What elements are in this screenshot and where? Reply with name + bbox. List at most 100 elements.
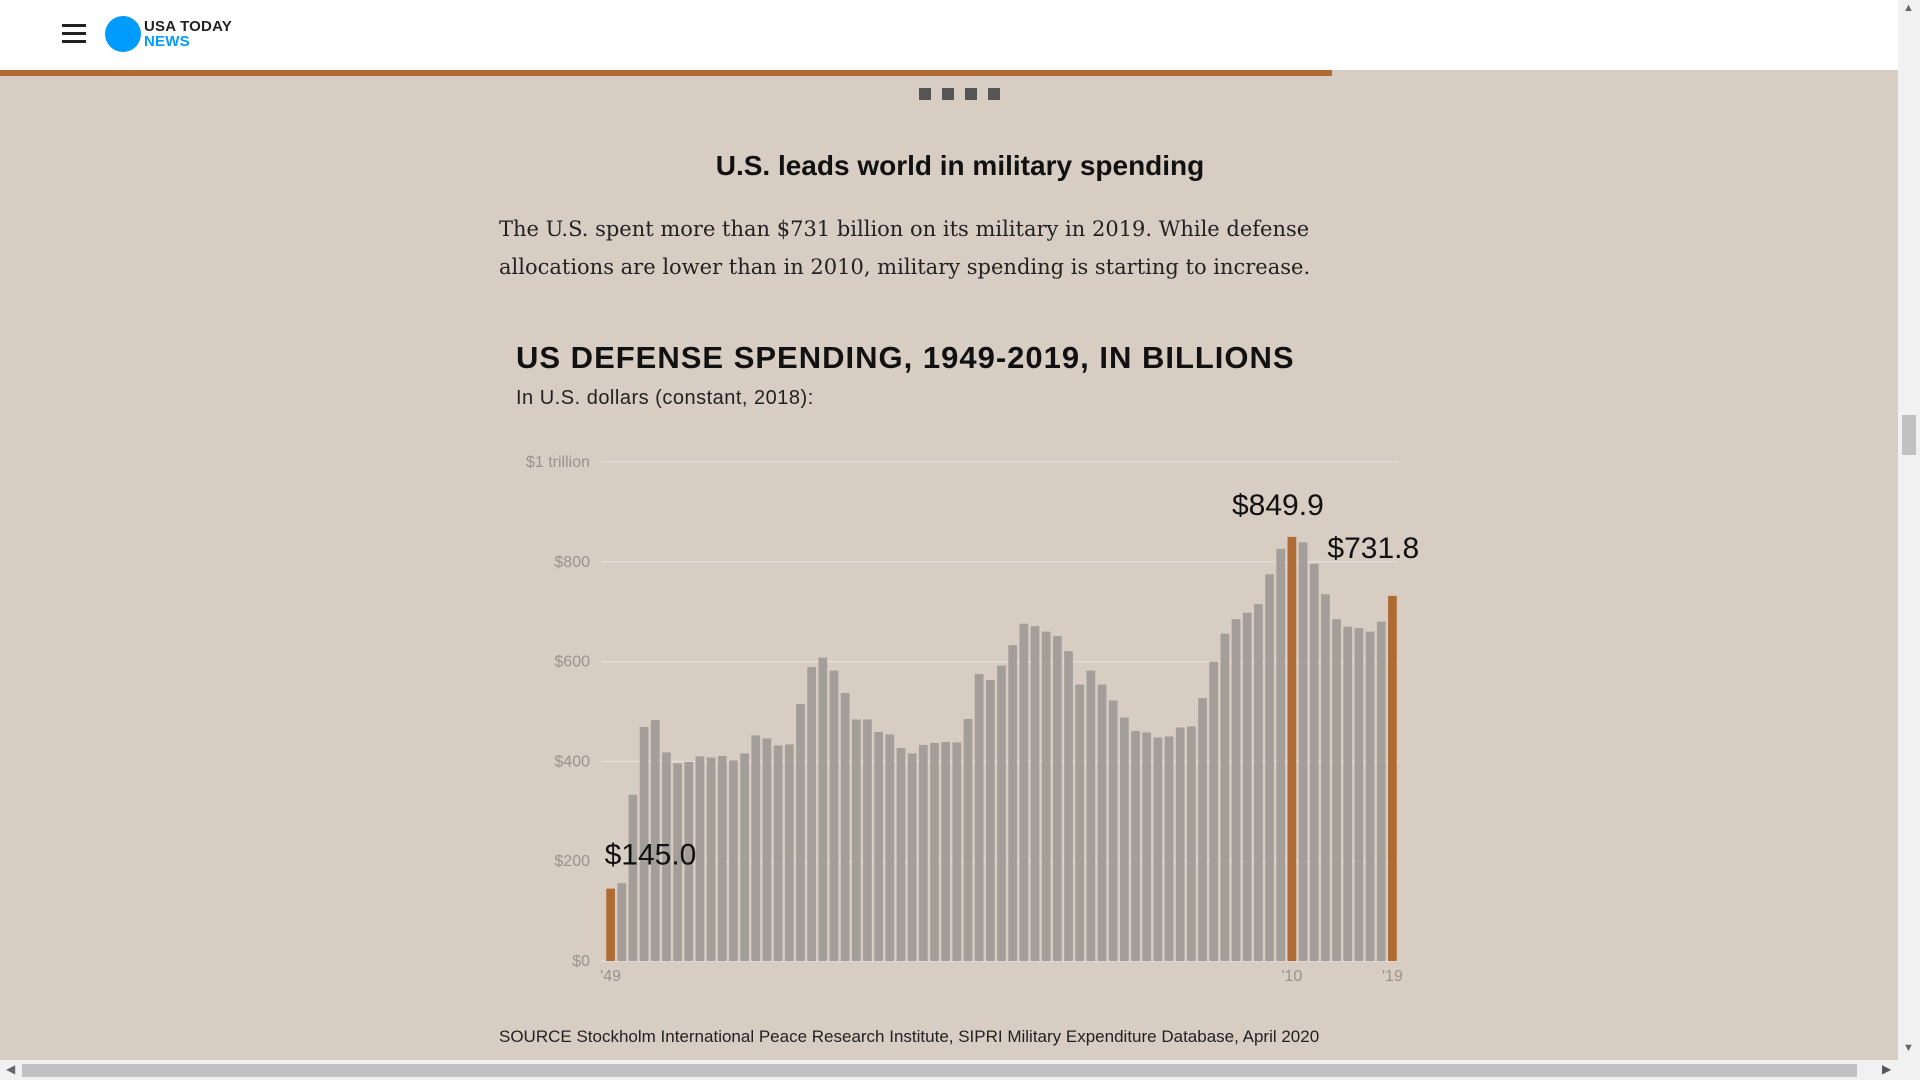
bar-1949 bbox=[606, 888, 615, 961]
section-title: U.S. leads world in military spending bbox=[715, 150, 1205, 181]
bar-1958 bbox=[706, 757, 716, 961]
scroll-left-icon[interactable]: ◀ bbox=[6, 1062, 16, 1076]
intro-paragraph: The U.S. spent more than $731 billion on… bbox=[499, 217, 1311, 279]
bar-2017 bbox=[1365, 631, 1375, 961]
chart-title: US DEFENSE SPENDING, 1949-2019, IN BILLI… bbox=[516, 340, 1295, 375]
bar-2006 bbox=[1242, 612, 1252, 961]
bar-1962 bbox=[751, 735, 761, 961]
bar-1956 bbox=[684, 761, 694, 961]
data-label: $731.8 bbox=[1327, 532, 1419, 565]
bar-1963 bbox=[762, 738, 772, 961]
bar-1964 bbox=[773, 745, 783, 961]
bar-1965 bbox=[784, 744, 794, 961]
bar-2000 bbox=[1175, 727, 1185, 961]
vertical-scroll-thumb[interactable] bbox=[1902, 415, 1916, 455]
bar-1967 bbox=[807, 667, 816, 961]
bar-1986 bbox=[1019, 623, 1029, 961]
bar-2008 bbox=[1265, 574, 1274, 961]
bar-2011 bbox=[1298, 542, 1308, 961]
x-tick-label: '19 bbox=[1382, 968, 1403, 985]
bar-1951 bbox=[628, 794, 638, 961]
bar-2014 bbox=[1332, 619, 1341, 961]
bar-1953 bbox=[650, 719, 660, 961]
bar-1955 bbox=[673, 763, 682, 961]
bar-1990 bbox=[1064, 651, 1073, 961]
hamburger-menu-icon[interactable] bbox=[62, 24, 86, 44]
slide-dot[interactable] bbox=[988, 88, 1000, 100]
scroll-down-icon[interactable]: ▼ bbox=[1903, 1042, 1914, 1054]
bar-1979 bbox=[941, 741, 951, 961]
y-tick-label: $800 bbox=[554, 554, 590, 571]
bar-2001 bbox=[1187, 726, 1196, 961]
bar-1977 bbox=[918, 744, 928, 961]
y-tick-label: $400 bbox=[554, 753, 590, 770]
slide-dot[interactable] bbox=[942, 88, 954, 100]
vertical-scrollbar[interactable]: ▲ ▼ bbox=[1898, 0, 1920, 1060]
bar-1993 bbox=[1097, 684, 1107, 961]
reading-progress-bar bbox=[0, 70, 1898, 76]
defense-spending-chart: $0 $200 $400 $600 $800 $1 trillion '49 '10 '19 $1… bbox=[526, 454, 1419, 985]
bar-1994 bbox=[1108, 700, 1118, 961]
slide-dot[interactable] bbox=[919, 88, 931, 100]
brand-name[interactable]: USA TODAY bbox=[144, 18, 232, 35]
y-tick-label: $1 trillion bbox=[526, 454, 590, 471]
bar-2013 bbox=[1321, 594, 1330, 961]
bar-1982 bbox=[974, 674, 984, 961]
horizontal-scrollbar[interactable]: ◀ ▶ bbox=[0, 1060, 1898, 1080]
bar-1980 bbox=[952, 742, 962, 961]
bar-1984 bbox=[997, 665, 1006, 961]
bar-1950 bbox=[617, 883, 627, 961]
bar-2004 bbox=[1220, 633, 1230, 961]
bar-1957 bbox=[695, 756, 705, 961]
bar-1952 bbox=[639, 726, 649, 961]
bar-2007 bbox=[1254, 604, 1263, 961]
bar-1966 bbox=[796, 704, 805, 961]
bar-1985 bbox=[1008, 645, 1018, 961]
bar-2018 bbox=[1376, 621, 1386, 961]
chart-source: SOURCE Stockholm International Peace Res… bbox=[499, 1027, 1320, 1046]
x-tick-label: '10 bbox=[1281, 968, 1302, 985]
bar-1973 bbox=[874, 731, 883, 961]
bar-2003 bbox=[1209, 661, 1219, 961]
x-tick-label: '49 bbox=[600, 968, 621, 985]
slide-dots bbox=[919, 87, 1011, 100]
bar-1999 bbox=[1164, 736, 1174, 961]
bar-1981 bbox=[963, 718, 973, 961]
bar-1960 bbox=[729, 760, 738, 961]
slide-dot[interactable] bbox=[965, 88, 977, 100]
data-label: $849.9 bbox=[1232, 489, 1324, 522]
scroll-right-icon[interactable]: ▶ bbox=[1882, 1062, 1892, 1076]
bar-1959 bbox=[717, 755, 727, 961]
scroll-up-icon[interactable]: ▲ bbox=[1903, 2, 1914, 14]
bar-1971 bbox=[851, 719, 861, 961]
site-header: USA TODAY NEWS bbox=[0, 0, 1898, 70]
bar-1970 bbox=[840, 693, 850, 961]
bar-1983 bbox=[985, 680, 995, 961]
reading-progress-fill bbox=[0, 70, 1333, 76]
bar-1978 bbox=[930, 742, 939, 961]
y-tick-label: $600 bbox=[554, 654, 590, 671]
y-tick-label: $200 bbox=[554, 853, 590, 870]
bar-1989 bbox=[1052, 636, 1062, 961]
bar-1969 bbox=[829, 670, 839, 961]
bar-1987 bbox=[1030, 626, 1040, 961]
brand-section[interactable]: NEWS bbox=[144, 33, 190, 50]
bar-1998 bbox=[1153, 737, 1163, 961]
horizontal-scroll-thumb[interactable] bbox=[22, 1064, 1857, 1077]
scrollbar-corner bbox=[1898, 1060, 1920, 1080]
bar-1975 bbox=[896, 747, 906, 961]
bar-1968 bbox=[818, 657, 828, 961]
bar-2010 bbox=[1287, 536, 1297, 961]
bar-2016 bbox=[1354, 628, 1364, 961]
bar-1997 bbox=[1142, 732, 1152, 961]
bar-1992 bbox=[1086, 670, 1096, 961]
bar-1974 bbox=[885, 734, 895, 961]
bar-1991 bbox=[1075, 684, 1085, 961]
bar-2015 bbox=[1343, 626, 1353, 961]
bar-2005 bbox=[1231, 619, 1241, 961]
bar-1976 bbox=[907, 753, 917, 961]
usa-today-logo-icon[interactable] bbox=[105, 16, 141, 52]
bar-1961 bbox=[740, 753, 749, 961]
bar-2019 bbox=[1388, 595, 1397, 961]
bar-2009 bbox=[1276, 548, 1286, 961]
